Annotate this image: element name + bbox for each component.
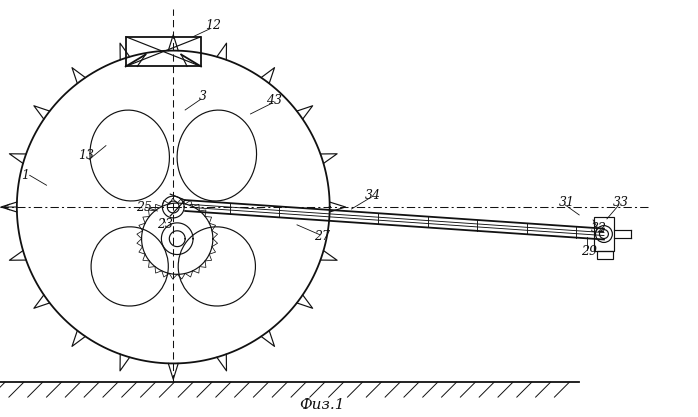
Text: Физ.1: Физ.1 bbox=[299, 398, 345, 412]
Text: 34: 34 bbox=[365, 188, 381, 202]
Text: 33: 33 bbox=[613, 196, 629, 208]
Text: 32: 32 bbox=[591, 222, 607, 235]
Bar bbox=[597, 251, 613, 259]
Text: 27: 27 bbox=[314, 230, 329, 243]
Text: 31: 31 bbox=[559, 196, 575, 208]
Text: 23: 23 bbox=[157, 219, 173, 231]
Text: 29: 29 bbox=[581, 245, 597, 258]
Text: 43: 43 bbox=[266, 93, 282, 107]
Text: 25: 25 bbox=[135, 201, 151, 214]
Bar bbox=[594, 217, 614, 251]
Text: 3: 3 bbox=[199, 90, 207, 103]
Text: 13: 13 bbox=[78, 149, 94, 162]
Text: 1: 1 bbox=[21, 169, 29, 182]
Text: 12: 12 bbox=[205, 19, 221, 33]
